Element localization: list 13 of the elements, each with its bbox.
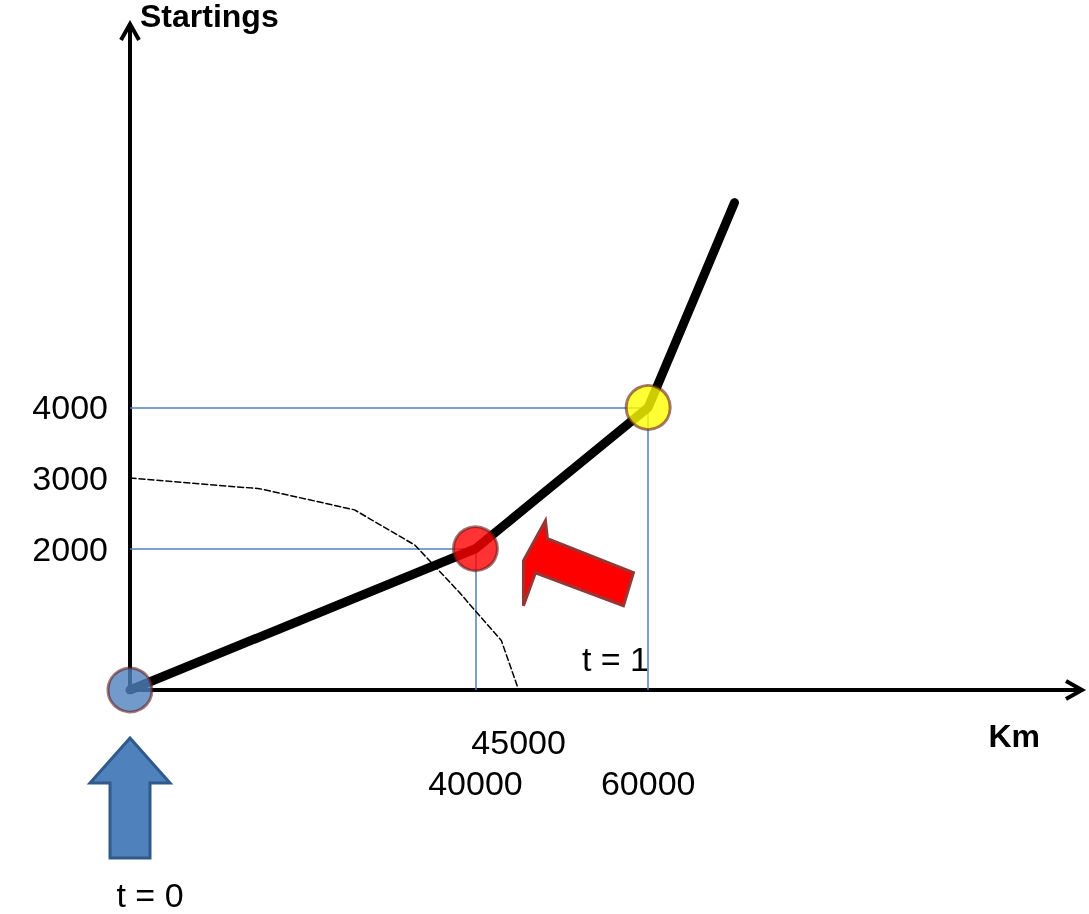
point bbox=[624, 383, 672, 431]
x-tick-label: 40000 bbox=[428, 764, 523, 802]
annotation: t = 1 bbox=[581, 639, 650, 678]
y-tick-label: 4000 bbox=[32, 388, 108, 427]
y-tick-label: 3000 bbox=[32, 459, 108, 498]
point bbox=[452, 525, 499, 573]
y-tick-label: 2000 bbox=[32, 529, 108, 568]
y-axis-title: Startings bbox=[140, 0, 279, 34]
annotation: 45000 bbox=[471, 723, 566, 761]
x-tick-label: 60000 bbox=[600, 764, 696, 802]
point bbox=[106, 666, 154, 714]
text: t = 0 bbox=[116, 876, 184, 914]
x-axis-title: Km bbox=[988, 718, 1040, 754]
